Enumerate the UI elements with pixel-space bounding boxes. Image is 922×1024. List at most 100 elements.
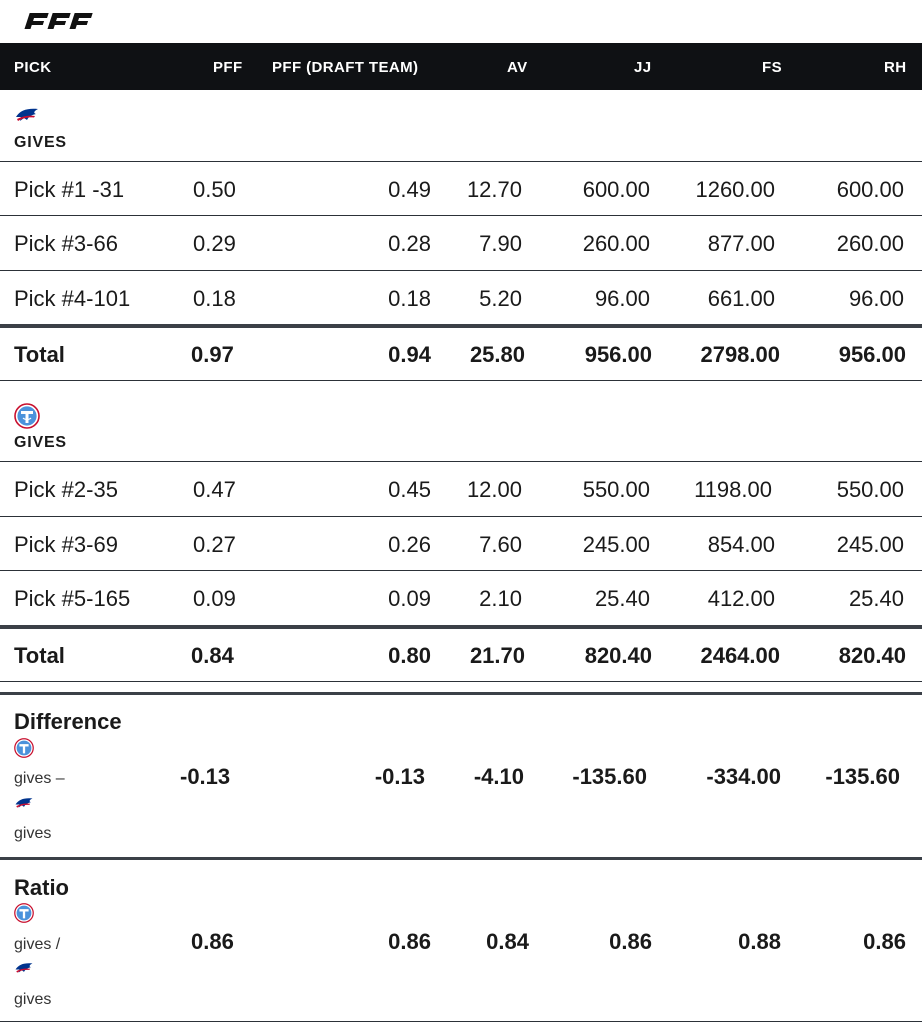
pff-dt-cell: 0.28 [388,231,431,256]
pff-cell: -0.13 [180,764,231,789]
fs-cell: 1260.00 [695,177,775,202]
divider [0,270,922,271]
av-cell: 21.70 [469,643,525,668]
col-av[interactable]: AV [507,59,528,76]
col-pff-draft-team[interactable]: PFF (DRAFT TEAM) [272,59,419,76]
jj-cell: 956.00 [584,342,652,367]
difference-sub1: gives – [14,770,65,787]
pff-dt-cell: 0.18 [388,286,431,311]
jj-cell: 245.00 [582,532,650,557]
divider [0,161,922,162]
pff-dt-cell: -0.13 [374,764,425,789]
pick-cell: Pick #1 -31 [14,177,125,202]
av-cell: 12.00 [466,477,522,502]
av-cell: 7.60 [479,532,522,557]
bills-icon [15,798,33,808]
rh-cell: 600.00 [836,177,904,202]
fs-cell: 877.00 [707,231,775,256]
pick-cell: Pick #3-66 [14,231,118,256]
divider [0,1021,922,1022]
jj-cell: -135.60 [572,764,647,789]
pff-cell: 0.09 [193,586,236,611]
table-header: PICK PFF PFF (DRAFT TEAM) AV JJ FS RH [0,43,922,90]
jj-cell: 96.00 [594,286,650,311]
fs-cell: 2464.00 [700,643,780,668]
team2-gives-label: GIVES [14,434,67,451]
pff-cell: 0.97 [191,342,234,367]
pff-dt-cell: 0.45 [388,477,431,502]
divider [0,516,922,517]
rh-cell: 550.00 [836,477,904,502]
total-label: Total [14,342,65,367]
pff-cell: 0.29 [193,231,236,256]
rh-cell: 25.40 [848,586,904,611]
fs-cell: 0.88 [738,929,781,954]
av-cell: 25.80 [469,342,525,367]
pff-dt-cell: 0.49 [388,177,431,202]
pff-dt-cell: 0.09 [388,586,431,611]
rh-cell: 260.00 [836,231,904,256]
divider [0,681,922,682]
jj-cell: 550.00 [582,477,650,502]
titans-icon [14,903,34,923]
rh-cell: 820.40 [838,643,906,668]
titans-icon [14,403,40,429]
rh-cell: 245.00 [836,532,904,557]
divider [0,857,922,860]
col-fs[interactable]: FS [762,59,782,76]
rh-cell: 96.00 [848,286,904,311]
fs-cell: 412.00 [707,586,775,611]
divider [0,215,922,216]
pick-cell: Pick #2-35 [14,477,118,502]
fs-cell: 661.00 [707,286,775,311]
jj-cell: 0.86 [609,929,652,954]
pff-dt-cell: 0.94 [388,342,431,367]
bills-icon [15,963,33,973]
av-cell: 2.10 [479,586,522,611]
difference-sub2: gives [14,825,52,842]
divider [0,324,922,328]
divider [0,570,922,571]
pick-cell: Pick #4-101 [14,286,131,311]
col-pff[interactable]: PFF [213,59,243,76]
team1-gives-label: GIVES [14,134,67,151]
pff-cell: 0.18 [193,286,236,311]
divider [0,692,922,695]
col-rh[interactable]: RH [884,59,907,76]
pff-cell: 0.84 [191,643,234,668]
av-cell: 0.84 [486,929,529,954]
bills-icon [16,108,38,121]
rh-cell: 0.86 [863,929,906,954]
ratio-label: Ratio [14,875,69,900]
difference-label: Difference [14,709,122,734]
divider [0,380,922,381]
jj-cell: 600.00 [582,177,650,202]
logo-bar [0,0,922,43]
pff-cell: 0.27 [193,532,236,557]
rh-cell: -135.60 [825,764,900,789]
jj-cell: 25.40 [594,586,650,611]
jj-cell: 820.40 [584,643,652,668]
pick-cell: Pick #3-69 [14,532,118,557]
av-cell: -4.10 [473,764,524,789]
divider [0,461,922,462]
pff-cell: 0.47 [193,477,236,502]
ratio-sub2: gives [14,991,52,1008]
pick-cell: Pick #5-165 [14,586,131,611]
jj-cell: 260.00 [582,231,650,256]
fs-cell: 1198.00 [694,477,772,502]
rh-cell: 956.00 [838,342,906,367]
fs-cell: 2798.00 [700,342,780,367]
pff-dt-cell: 0.26 [388,532,431,557]
av-cell: 7.90 [479,231,522,256]
pff-dt-cell: 0.80 [388,643,431,668]
pff-logo [24,13,93,29]
fs-cell: -334.00 [706,764,781,789]
fs-cell: 854.00 [707,532,775,557]
titans-icon [14,738,34,758]
col-pick[interactable]: PICK [14,59,52,76]
col-jj[interactable]: JJ [634,59,652,76]
ratio-sub1: gives / [14,936,61,953]
av-cell: 12.70 [466,177,522,202]
total-label: Total [14,643,65,668]
